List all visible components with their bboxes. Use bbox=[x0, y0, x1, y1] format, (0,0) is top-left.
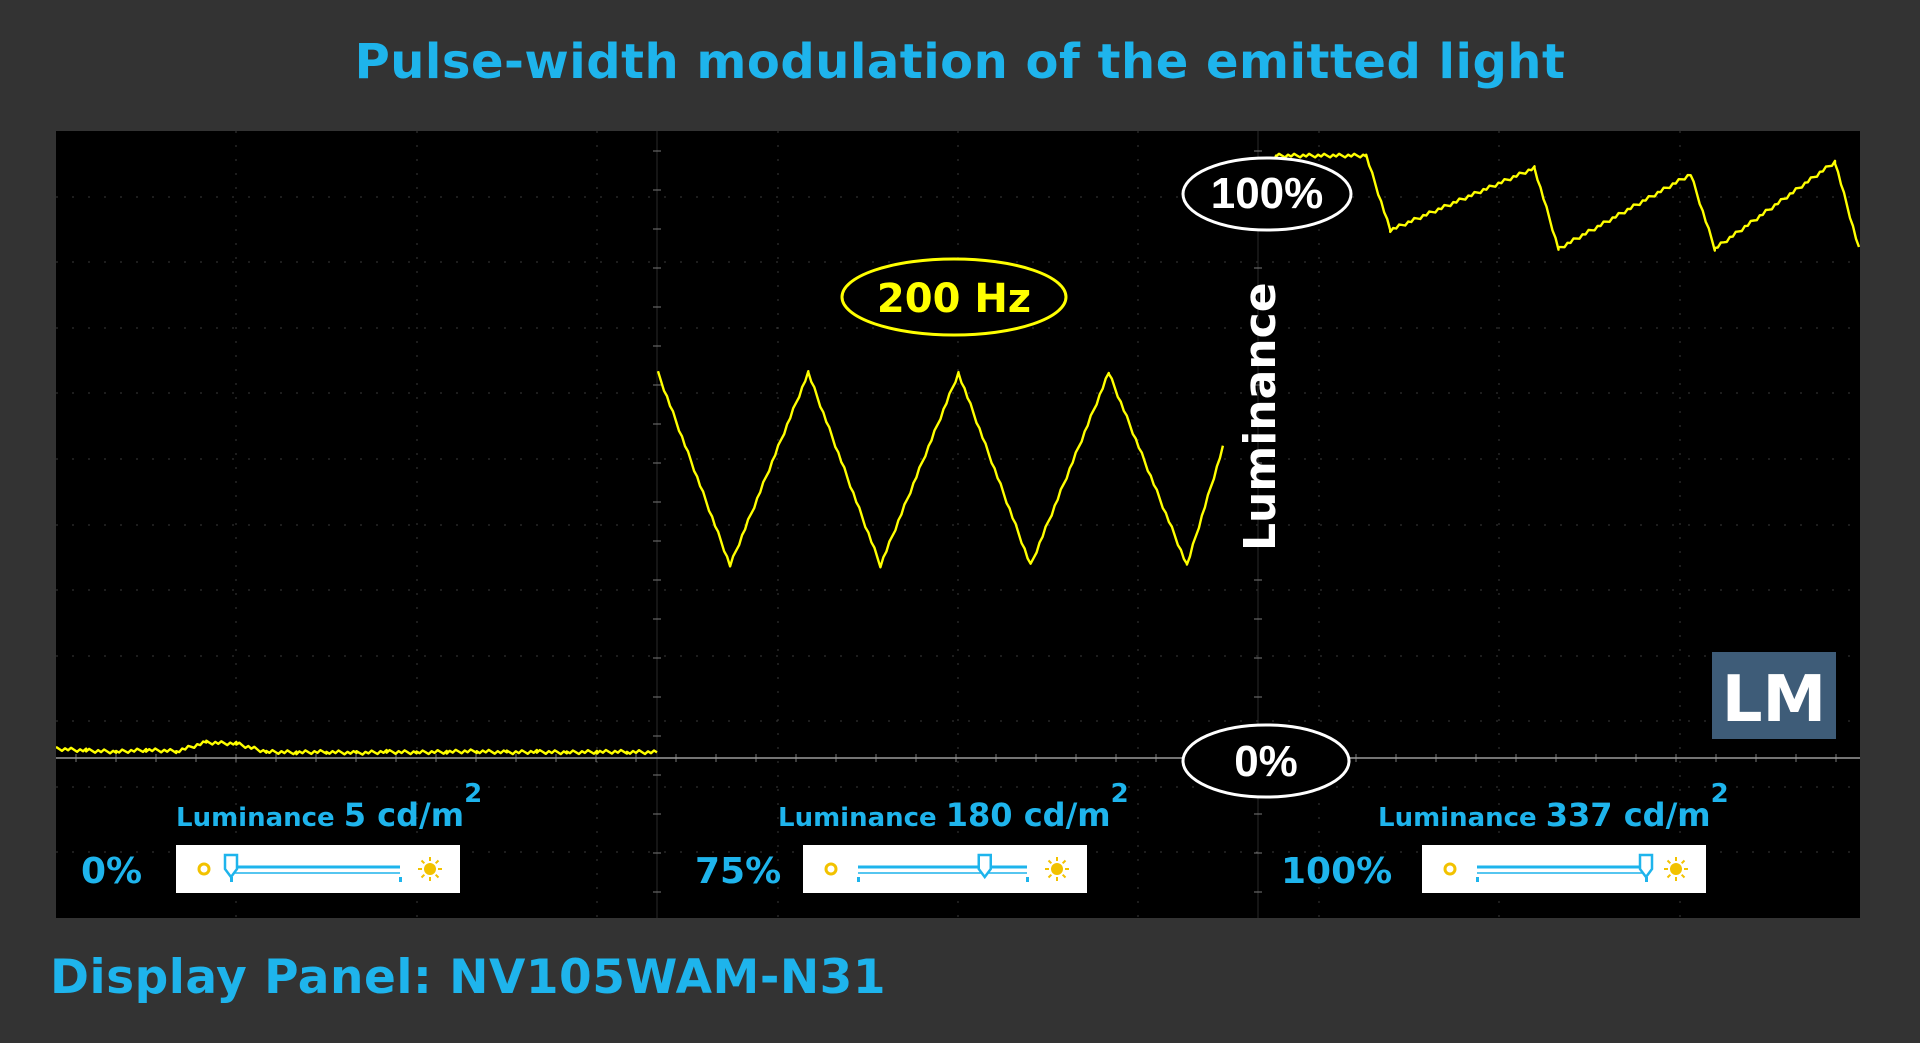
trace-series-75pct bbox=[656, 370, 1225, 569]
brightness-slider-box bbox=[803, 845, 1087, 893]
lm-logo-text: LM bbox=[1722, 663, 1826, 737]
luminance-word: Luminance bbox=[1378, 803, 1546, 833]
sun-ray bbox=[1680, 859, 1686, 865]
frequency-ellipse bbox=[840, 257, 1068, 337]
level-0-label: 0% bbox=[1234, 737, 1298, 786]
slider-tick-min bbox=[857, 877, 860, 882]
brightness-panels: Luminance 5 cd/m20%Luminance 180 cd/m275… bbox=[81, 779, 1729, 893]
brightness-percent-label: 0% bbox=[81, 851, 142, 892]
sun-ray bbox=[1061, 873, 1067, 879]
chart-svg: 100% 0% 200 Hz Luminance LM Luminance 5 … bbox=[56, 131, 1860, 918]
luminance-readout: Luminance 5 cd/m2 bbox=[176, 779, 482, 834]
luminance-readout: Luminance 337 cd/m2 bbox=[1378, 779, 1729, 834]
luminance-word: Luminance bbox=[778, 803, 946, 833]
lm-logo-box bbox=[1712, 652, 1836, 739]
sun-ray bbox=[1680, 873, 1686, 879]
brightness-slider-box bbox=[1422, 845, 1706, 893]
sun-ray bbox=[434, 873, 440, 879]
luminance-word: Luminance bbox=[176, 803, 344, 833]
trace-series-0pct bbox=[56, 739, 658, 756]
level-100-label: 100% bbox=[1211, 169, 1324, 218]
sun-ray bbox=[420, 859, 426, 865]
luminance-value: 337 cd/m bbox=[1546, 796, 1711, 834]
luminance-value: 180 cd/m bbox=[946, 796, 1111, 834]
dim-sun-icon bbox=[1443, 862, 1457, 876]
trace-group bbox=[56, 152, 1860, 756]
page-title: Pulse-width modulation of the emitted li… bbox=[354, 34, 1566, 90]
slider-tick-max bbox=[1026, 877, 1029, 882]
brightness-panel: Luminance 337 cd/m2 100% bbox=[1281, 779, 1729, 893]
brightness-slider-box bbox=[176, 845, 460, 893]
slider-tick-max bbox=[1645, 877, 1648, 882]
bright-sun-icon bbox=[424, 863, 436, 875]
sun-ray bbox=[1666, 859, 1672, 865]
sun-ray bbox=[420, 873, 426, 879]
luminance-axis-label: Luminance bbox=[1235, 282, 1286, 551]
sun-ray bbox=[1047, 859, 1053, 865]
slider-handle bbox=[1638, 853, 1654, 880]
sun-ray bbox=[1666, 873, 1672, 879]
dim-sun-icon bbox=[197, 862, 211, 876]
luminance-readout: Luminance 180 cd/m2 bbox=[778, 779, 1129, 834]
brightness-percent-label: 100% bbox=[1281, 851, 1392, 892]
level-0-ellipse bbox=[1181, 723, 1351, 799]
slider-tick-min bbox=[230, 877, 233, 882]
bright-sun-icon bbox=[1670, 863, 1682, 875]
level-100-ellipse bbox=[1181, 156, 1353, 232]
frequency-label: 200 Hz bbox=[877, 276, 1031, 322]
slider-tick-max bbox=[399, 877, 402, 882]
sun-ray bbox=[1061, 859, 1067, 865]
luminance-value: 5 cd/m bbox=[344, 796, 464, 834]
slider-handle bbox=[223, 853, 239, 880]
brightness-percent-label: 75% bbox=[695, 851, 781, 892]
sun-ray bbox=[1047, 873, 1053, 879]
luminance-unit-exponent: 2 bbox=[1711, 779, 1729, 809]
sun-ray bbox=[434, 859, 440, 865]
trace-series-100pct bbox=[1256, 152, 1860, 252]
brightness-panel: Luminance 5 cd/m2 0% bbox=[81, 779, 482, 893]
bright-sun-icon bbox=[1051, 863, 1063, 875]
oscilloscope-chart: 100% 0% 200 Hz Luminance LM Luminance 5 … bbox=[56, 131, 1860, 918]
brightness-panel: Luminance 180 cd/m2 75% bbox=[695, 779, 1129, 893]
display-panel-caption: Display Panel: NV105WAM-N31 bbox=[50, 950, 887, 1005]
luminance-unit-exponent: 2 bbox=[464, 779, 482, 809]
slider-tick-min bbox=[1476, 877, 1479, 882]
luminance-unit-exponent: 2 bbox=[1111, 779, 1129, 809]
slider-handle bbox=[977, 853, 992, 880]
dim-sun-icon bbox=[824, 862, 838, 876]
